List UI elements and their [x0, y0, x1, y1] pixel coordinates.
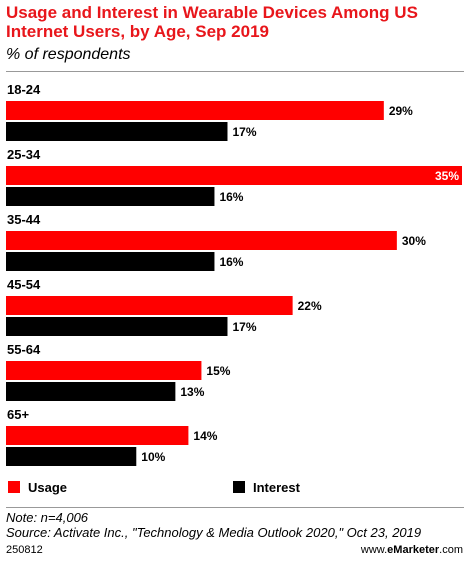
legend-interest-label: Interest [253, 480, 300, 495]
data-label-usage-25-34: 35% [435, 169, 459, 183]
bar-interest-65+ [6, 447, 137, 466]
data-label-interest-35-44: 16% [219, 255, 243, 269]
chart-id: 250812 [6, 544, 43, 556]
data-label-usage-45-54: 22% [298, 299, 322, 313]
bar-usage-65+ [6, 426, 189, 445]
bar-interest-25-34 [6, 187, 215, 206]
data-label-usage-35-44: 30% [402, 234, 426, 248]
data-label-usage-65+: 14% [193, 429, 217, 443]
data-label-usage-55-64: 15% [206, 364, 230, 378]
brand-suffix: .com [439, 544, 463, 556]
bar-interest-18-24 [6, 122, 228, 141]
data-label-usage-18-24: 29% [389, 104, 413, 118]
bottom-divider [6, 507, 464, 508]
legend-usage: Usage [8, 480, 67, 496]
bar-usage-35-44 [6, 231, 397, 250]
category-label-25-34: 25-34 [7, 147, 41, 162]
category-label-65+: 65+ [7, 407, 29, 422]
data-label-interest-45-54: 17% [232, 320, 256, 334]
data-label-interest-25-34: 16% [219, 190, 243, 204]
category-label-35-44: 35-44 [7, 212, 41, 227]
bar-interest-45-54 [6, 317, 228, 336]
legend-usage-swatch [8, 481, 20, 493]
source-note: Source: Activate Inc., "Technology & Med… [6, 525, 422, 540]
brand-url: www.eMarketer.com [361, 544, 463, 556]
chart-subtitle: % of respondents [6, 46, 131, 63]
category-label-55-64: 55-64 [7, 342, 41, 357]
data-label-interest-18-24: 17% [232, 125, 256, 139]
brand-name: eMarketer [387, 544, 440, 556]
data-label-interest-65+: 10% [141, 450, 165, 464]
bar-usage-25-34 [6, 166, 462, 185]
bar-usage-55-64 [6, 361, 202, 380]
category-label-18-24: 18-24 [7, 82, 41, 97]
legend-usage-label: Usage [28, 480, 68, 495]
data-label-interest-55-64: 13% [180, 385, 204, 399]
bar-chart: 18-24 29% 17% 25-34 35% 16% 35-44 30% 16% 45-54 22… [6, 82, 462, 466]
chart-title: Usage and Interest in Wearable Devices A… [6, 3, 418, 41]
top-divider [6, 71, 464, 72]
legend-interest-swatch [233, 481, 245, 493]
category-label-45-54: 45-54 [7, 277, 41, 292]
bar-interest-55-64 [6, 382, 176, 401]
bar-interest-35-44 [6, 252, 215, 271]
bar-usage-45-54 [6, 296, 293, 315]
bar-usage-18-24 [6, 101, 384, 120]
sample-note: Note: n=4,006 [6, 510, 89, 525]
brand-prefix: www. [360, 544, 388, 556]
legend-interest: Interest [233, 480, 300, 496]
